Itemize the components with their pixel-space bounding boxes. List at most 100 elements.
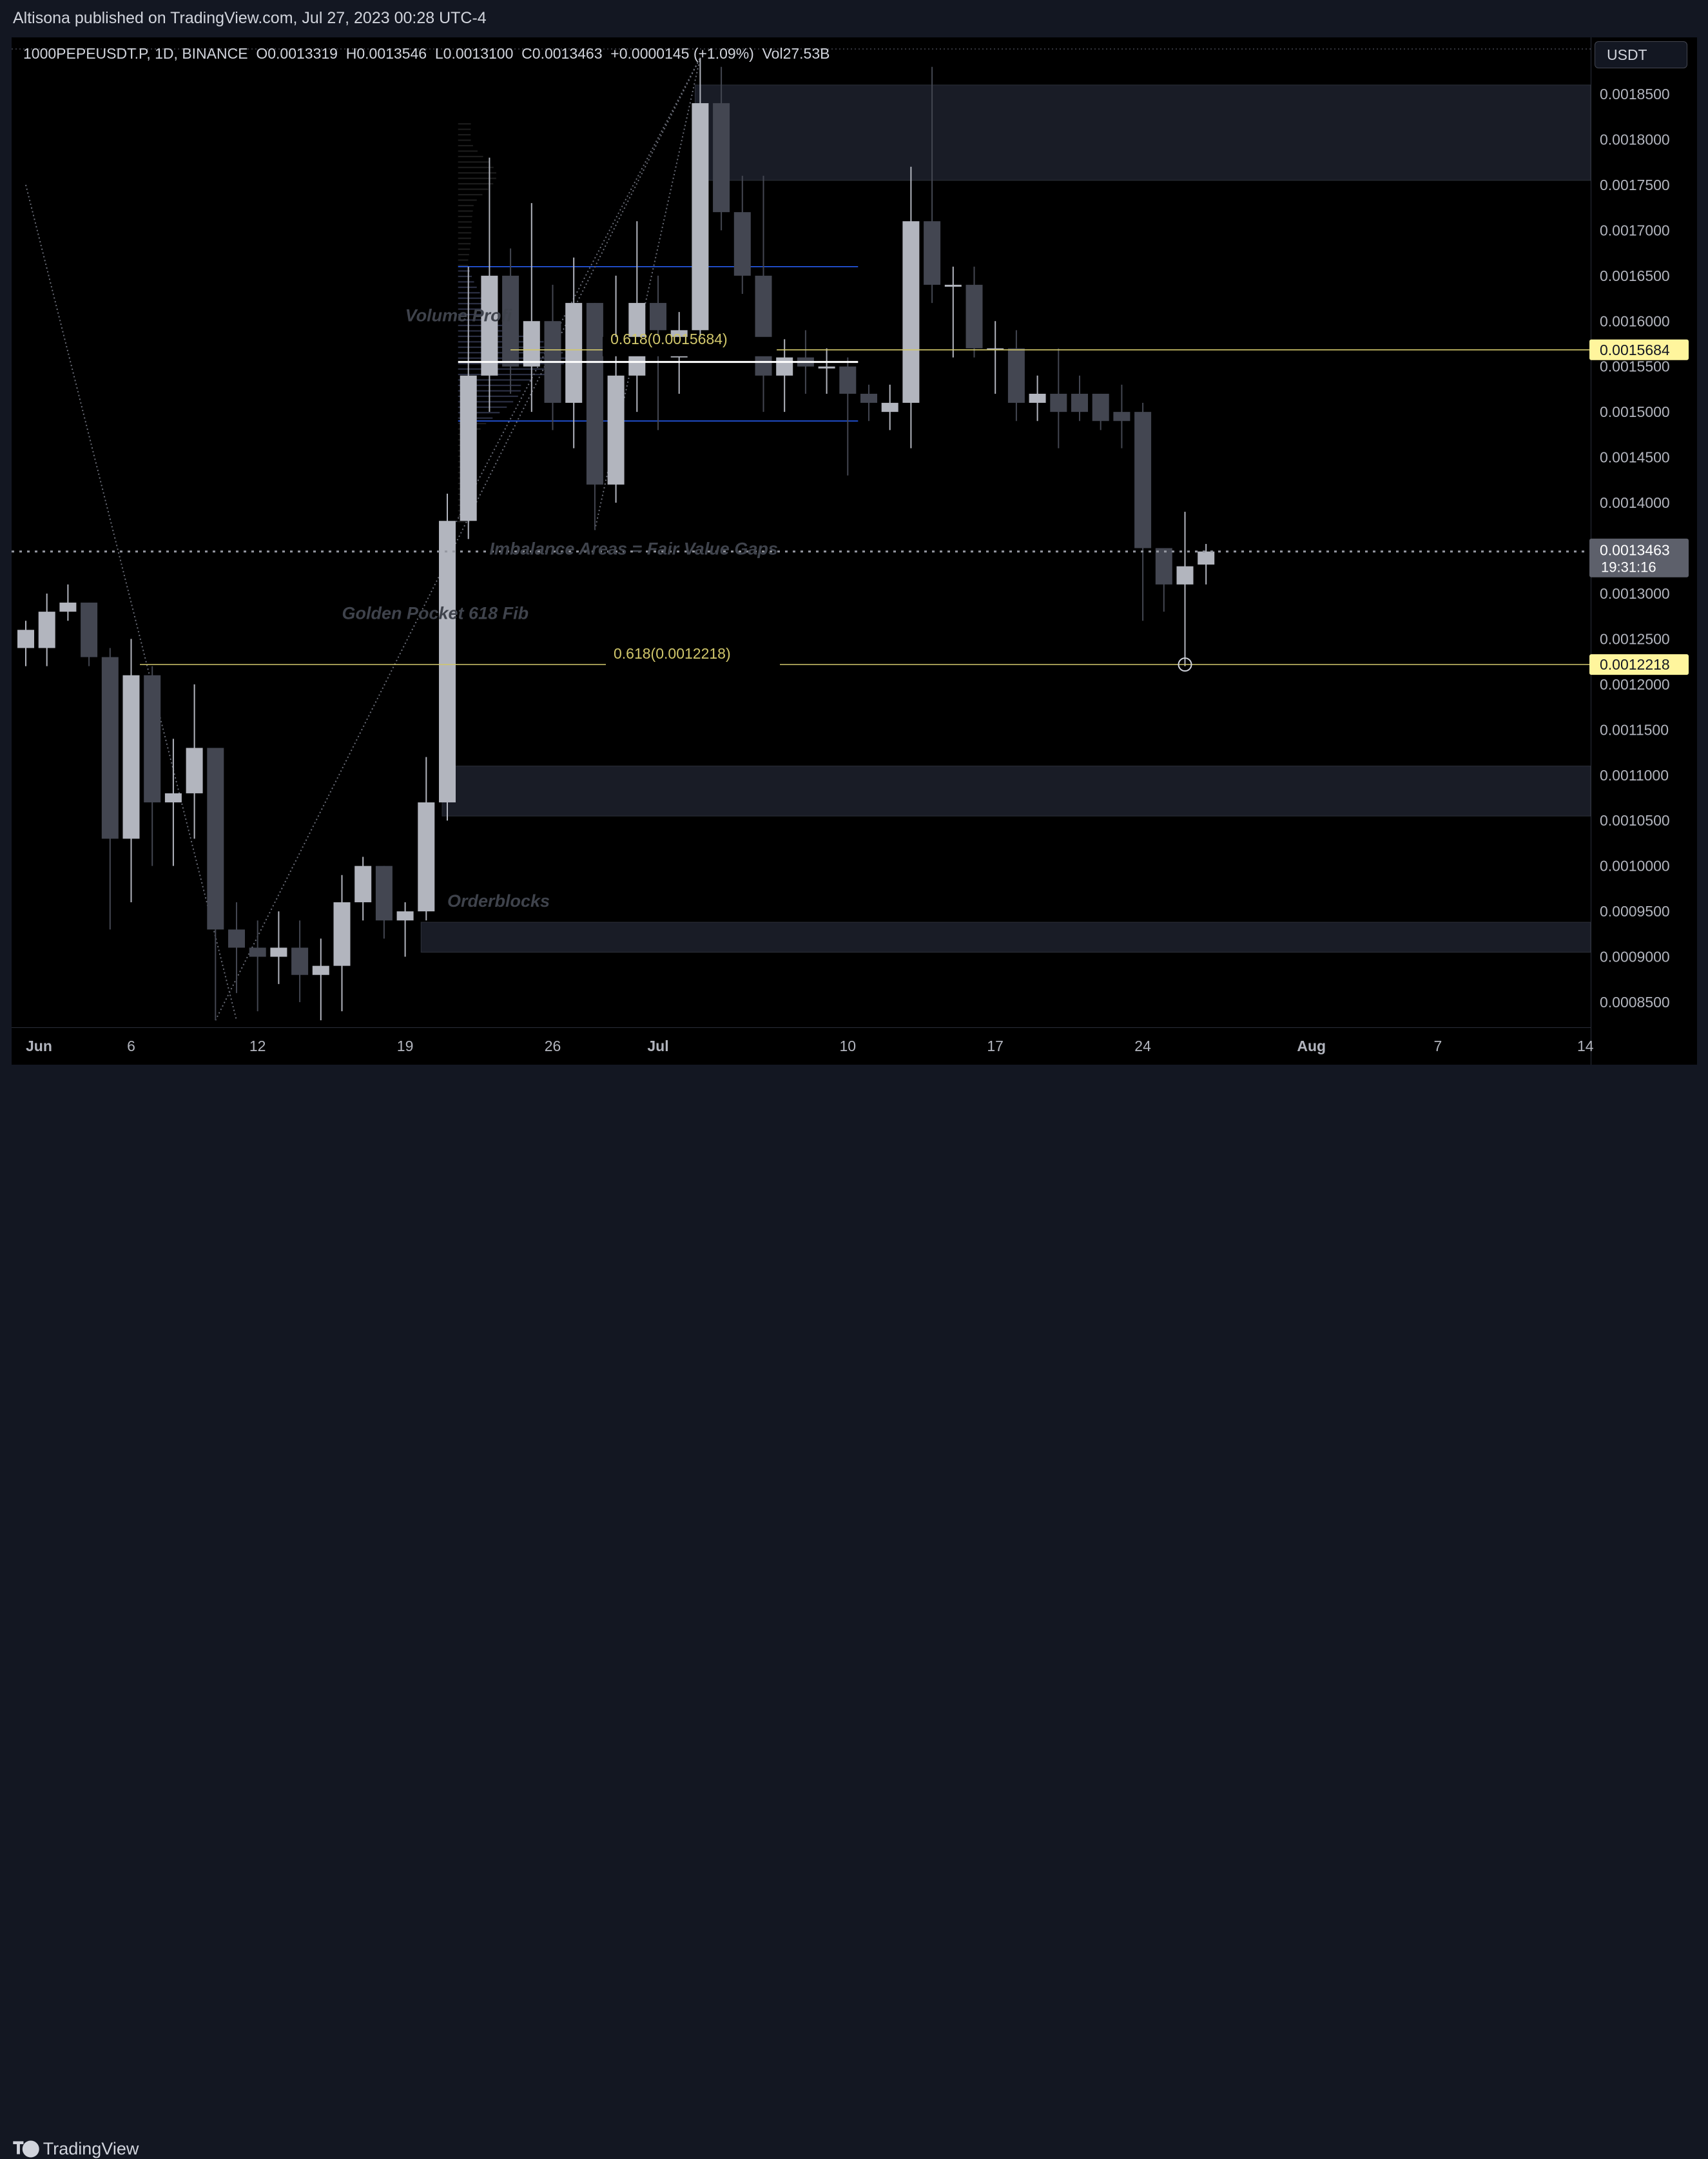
candle-body	[586, 303, 603, 485]
candle-body	[902, 221, 920, 403]
trend-line	[25, 184, 237, 1021]
volume-profile-bar	[458, 221, 472, 223]
legend-high: H0.0013546	[345, 45, 427, 62]
candle-body	[523, 321, 540, 367]
candle-body	[375, 866, 393, 921]
fib-price-tag-text: 0.0012218	[1600, 656, 1670, 673]
candle-body	[1050, 393, 1067, 412]
price-tick-label: 0.0018000	[1600, 131, 1670, 148]
current-price-text: 0.0013463	[1600, 542, 1670, 559]
candle-body	[186, 748, 203, 793]
time-tick-label: Jul	[647, 1038, 668, 1054]
candle-body	[144, 675, 161, 803]
annotation-label: Orderblocks	[447, 891, 550, 911]
volume-profile-bar	[458, 166, 494, 168]
annotation-label: Golden Pocket 618 Fib	[342, 603, 529, 623]
candle-body	[860, 393, 877, 403]
candle-body	[122, 675, 140, 839]
volume-profile-bar	[458, 373, 546, 376]
fib-label-mask	[606, 652, 780, 672]
candle-body	[312, 965, 329, 975]
fib-price-tag	[1589, 654, 1689, 675]
volume-profile-bar	[458, 243, 471, 245]
price-tick-label: 0.0009000	[1600, 949, 1670, 965]
candle-body	[755, 275, 772, 376]
volume-profile-bar	[458, 401, 514, 403]
time-tick-label: 6	[127, 1038, 135, 1054]
fib-price-tag-text: 0.0015684	[1600, 342, 1670, 358]
volume-profile-bar	[458, 313, 496, 316]
price-tick-label: 0.0018500	[1600, 86, 1670, 102]
candle-body	[164, 793, 182, 803]
volume-profile-bar	[458, 237, 471, 239]
volume-profile-bar	[458, 253, 469, 256]
candle-body	[733, 212, 751, 276]
time-axis[interactable]	[12, 1027, 1591, 1065]
candle-body	[396, 911, 414, 921]
volume-profile-bar	[458, 155, 483, 158]
price-tick-label: 0.0017500	[1600, 177, 1670, 193]
price-tick-label: 0.0014000	[1600, 494, 1670, 511]
time-tick-label: 7	[1434, 1038, 1442, 1054]
volume-profile-bar	[458, 139, 471, 141]
candle-body	[333, 902, 351, 966]
time-tick-label: 10	[840, 1038, 857, 1054]
price-tick-label: 0.0015500	[1600, 358, 1670, 375]
price-tick-label: 0.0017000	[1600, 222, 1670, 238]
candle-body	[924, 221, 941, 285]
price-tick-label: 0.0015000	[1600, 403, 1670, 420]
fib-label-mask	[603, 336, 777, 356]
candle-body	[1113, 412, 1131, 421]
fib-price-tag	[1589, 339, 1689, 360]
candle-body	[481, 275, 498, 376]
candle-body	[81, 603, 98, 657]
volume-profile-bar	[458, 324, 503, 327]
volume-profile-bar	[458, 264, 469, 267]
volume-profile-bar	[458, 281, 474, 283]
volume-profile-bar	[458, 406, 507, 408]
time-tick-label: Aug	[1297, 1038, 1326, 1054]
volume-profile-bar	[458, 308, 492, 310]
legend-open: O0.0013319	[256, 45, 338, 62]
candlestick-chart[interactable]: 0.618(0.0015684) 0.0015684 0.618(0.0012218…	[0, 0, 1708, 1107]
candle-body	[101, 657, 119, 839]
volume-profile-bar	[458, 123, 471, 125]
volume-profile-bar	[458, 232, 472, 234]
volume-profile-bar	[458, 150, 478, 152]
candle-body	[354, 866, 372, 903]
volume-profile-bar	[458, 199, 477, 201]
volume-profile-bar	[458, 248, 471, 250]
tradingview-brand[interactable]: 𝐓⬤ TradingView	[13, 2138, 139, 2159]
price-tick-label: 0.0014500	[1600, 449, 1670, 466]
candle-body	[1198, 551, 1215, 565]
fib-level-label: 0.618(0.0015684)	[610, 331, 728, 347]
lower-orderblock-zone	[420, 922, 1591, 953]
trend-line	[594, 57, 701, 530]
volume-profile-bar	[458, 161, 489, 163]
candle-body	[1176, 566, 1194, 585]
time-tick-label: 17	[987, 1038, 1004, 1054]
price-tick-label: 0.0010000	[1600, 858, 1670, 875]
candle-body	[881, 403, 898, 412]
candle-body	[818, 366, 835, 369]
candle-body	[502, 275, 519, 367]
countdown-text: 19:31:16	[1601, 559, 1656, 576]
candle-body	[291, 947, 309, 975]
time-tick-label: 19	[397, 1038, 414, 1054]
legend-symbol: 1000PEPEUSDT.P, 1D, BINANCE	[23, 45, 248, 62]
volume-profile-bar	[458, 133, 471, 136]
candle-body	[650, 303, 666, 331]
annotation-label: Volume Profi	[405, 305, 512, 325]
price-tick-label: 0.0012000	[1600, 676, 1670, 693]
price-tick-label: 0.0016500	[1600, 267, 1670, 284]
candle-body	[839, 366, 857, 394]
candle-body	[565, 303, 583, 403]
volume-profile-bar	[458, 286, 477, 288]
volume-profile-bar	[458, 177, 496, 179]
volume-profile-bar	[458, 183, 494, 185]
volume-profile-bar	[458, 368, 557, 370]
volume-profile-bar	[458, 341, 544, 343]
upper-orderblock-zone	[694, 84, 1591, 181]
currency-button[interactable]: USDT	[1595, 41, 1687, 68]
trend-line	[215, 57, 701, 1021]
